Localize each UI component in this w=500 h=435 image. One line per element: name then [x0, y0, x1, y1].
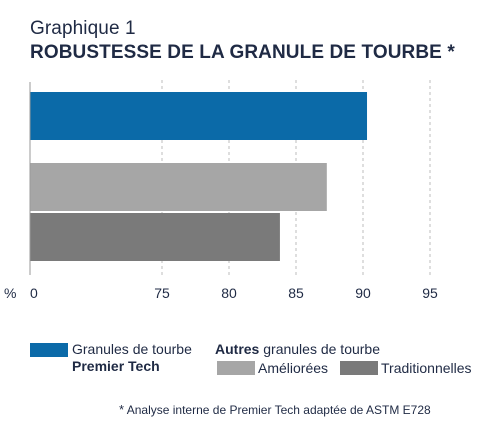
- footnote-text: Analyse interne de Premier Tech adaptée …: [124, 403, 431, 417]
- legend-label-premier-tech-line1: Granules de tourbe: [72, 341, 192, 357]
- footnote: * Analyse interne de Premier Tech adapté…: [119, 402, 431, 417]
- legend-swatch-improved: [217, 361, 255, 375]
- legend-group-heading-rest: granules de tourbe: [259, 341, 380, 357]
- x-tick-label: 95: [422, 285, 438, 301]
- bar-2: [30, 213, 280, 261]
- bar-0: [30, 92, 368, 140]
- footnote-star: *: [119, 402, 125, 417]
- legend-label-premier-tech-line2: Premier Tech: [72, 358, 160, 374]
- x-tick-label: 90: [355, 285, 371, 301]
- x-tick-label: 80: [221, 285, 237, 301]
- x-tick-label: 75: [154, 285, 170, 301]
- legend-group-heading: Autres granules de tourbe: [215, 341, 380, 357]
- x-axis-unit-label: %: [4, 285, 16, 301]
- chart-title-line2: ROBUSTESSE DE LA GRANULE DE TOURBE *: [30, 42, 455, 63]
- bar-1: [30, 163, 327, 211]
- x-tick-label: 0: [30, 285, 38, 301]
- chart-title-line1: Graphique 1: [30, 18, 136, 39]
- legend-swatch-traditional: [340, 361, 378, 375]
- legend-label-improved: Améliorées: [258, 360, 329, 376]
- legend-swatch-premier-tech: [30, 343, 68, 357]
- x-tick-label: 85: [288, 285, 304, 301]
- legend-group-heading-bold: Autres: [215, 341, 260, 357]
- legend-label-traditional: Traditionnelles: [381, 360, 472, 376]
